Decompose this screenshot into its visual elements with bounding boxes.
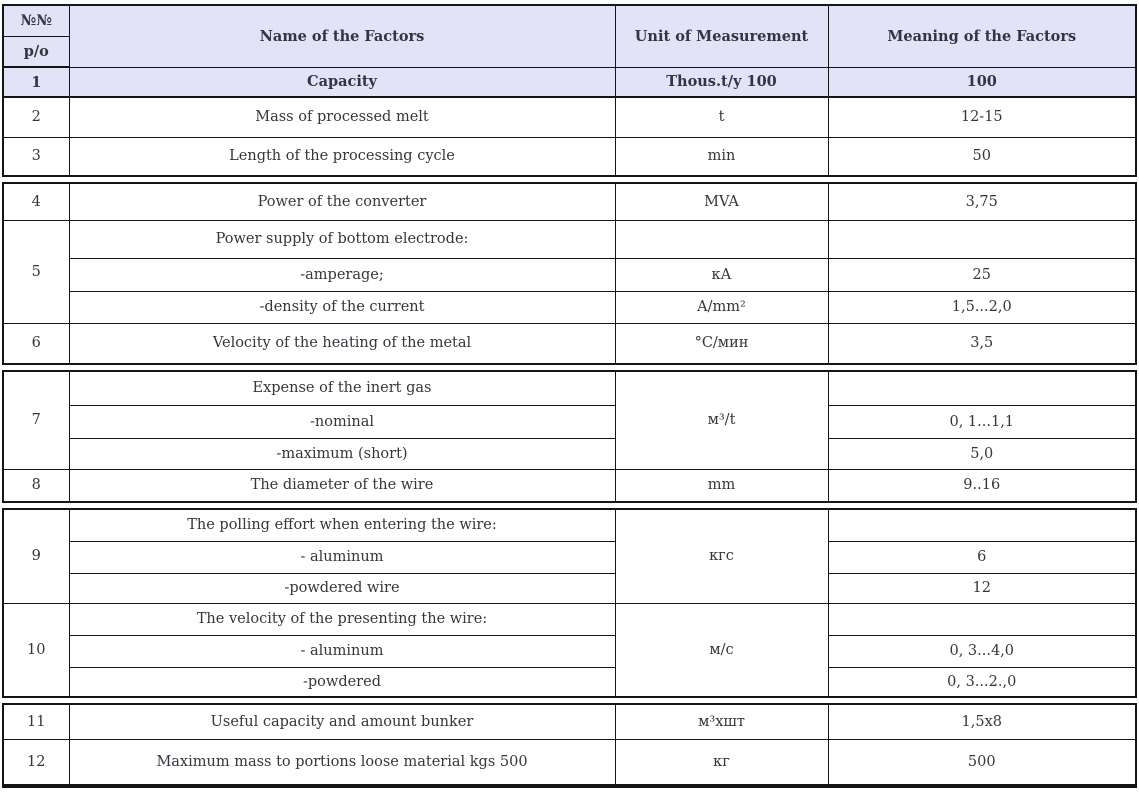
table-row: 6 Velocity of the heating of the metal °… — [2, 322, 1137, 365]
factor-name: Velocity of the heating of the metal — [68, 322, 616, 365]
factor-meaning: 1,5...2,0 — [827, 290, 1137, 324]
table-row: 12 Maximum mass to portions loose materi… — [2, 738, 1137, 787]
table-section-1: №№ Name of the Factors Unit of Measureme… — [2, 4, 1137, 177]
factor-meaning: 0, 3...4,0 — [827, 634, 1137, 668]
factor-unit: м³хшт — [614, 703, 829, 740]
factor-unit: A/mm² — [614, 290, 829, 324]
empty-cell — [827, 602, 1137, 636]
factor-name: Useful capacity and amount bunker — [68, 703, 616, 740]
header-no-bottom: p/o — [2, 35, 70, 68]
factor-meaning: 5,0 — [827, 437, 1137, 470]
table-row: 7 Expense of the inert gas м³/t — [2, 370, 1137, 470]
row-number: 1 — [2, 66, 70, 98]
row-number: 12 — [2, 738, 70, 787]
factor-name: The diameter of the wire — [68, 468, 616, 503]
factor-meaning: 50 — [827, 136, 1137, 177]
factor-name: Length of the processing cycle — [68, 136, 616, 177]
factor-name: -maximum (short) — [68, 437, 616, 470]
factor-meaning: 3,5 — [827, 322, 1137, 365]
factor-group-title: Expense of the inert gas — [68, 370, 616, 406]
factor-unit: MVA — [614, 182, 829, 221]
table-row: 10 The velocity of the presenting the wi… — [2, 602, 1137, 698]
factor-meaning: 500 — [827, 738, 1137, 787]
row-number: 4 — [2, 182, 70, 221]
table-row: - aluminum 0, 3...4,0 — [3, 634, 1137, 668]
row-number: 8 — [2, 468, 70, 503]
factor-meaning: 12-15 — [827, 96, 1137, 138]
row-number: 2 — [2, 96, 70, 138]
factor-meaning: 25 — [827, 257, 1137, 292]
empty-cell — [827, 508, 1137, 542]
factor-group-title: The polling effort when entering the wir… — [68, 508, 616, 542]
table-row: - aluminum 6 — [3, 540, 1137, 574]
factor-unit: mm — [614, 468, 829, 503]
table-row: 3 Length of the processing cycle min 50 — [2, 136, 1137, 177]
factor-name: Maximum mass to portions loose material … — [68, 738, 616, 787]
factor-meaning: 100 — [827, 66, 1137, 98]
row-number: 3 — [2, 136, 70, 177]
row-number: 11 — [2, 703, 70, 740]
table-section-2: 4 Power of the converter MVA 3,75 5 Powe… — [2, 182, 1137, 365]
factor-meaning: 6 — [827, 540, 1137, 574]
factor-meaning: 0, 1...1,1 — [827, 404, 1137, 439]
header-unit: Unit of Measurement — [614, 4, 829, 68]
factor-name: -nominal — [68, 404, 616, 439]
factor-unit: min — [614, 136, 829, 177]
table-row: 1 Capacity Thous.t/y 100 100 — [2, 66, 1137, 98]
factor-unit: кгс — [614, 508, 829, 604]
factor-name: -powdered — [68, 666, 616, 698]
factor-unit: Thous.t/y 100 — [614, 66, 829, 98]
table-row: 4 Power of the converter MVA 3,75 — [2, 182, 1137, 221]
factor-name: Power of the converter — [68, 182, 616, 221]
table-row: 5 Power supply of bottom electrode: — [2, 219, 1137, 324]
empty-cell — [827, 370, 1137, 406]
factor-group-title: Power supply of bottom electrode: — [68, 219, 616, 259]
factor-unit: м³/t — [614, 370, 829, 470]
table-row: 2 Mass of processed melt t 12-15 — [2, 96, 1137, 138]
factor-name: - aluminum — [68, 540, 616, 574]
table-row: -nominal 0, 1...1,1 — [3, 404, 1137, 439]
factor-unit: м/с — [614, 602, 829, 698]
factor-meaning: 0, 3...2.,0 — [827, 666, 1137, 698]
table-row: -maximum (short) 5,0 — [3, 437, 1137, 470]
table-section-4: 9 The polling effort when entering the w… — [2, 508, 1137, 698]
factor-unit: кг — [614, 738, 829, 787]
factor-unit: кА — [614, 257, 829, 292]
table-row: 8 The diameter of the wire mm 9..16 — [2, 468, 1137, 503]
factor-unit: °С/мин — [614, 322, 829, 365]
header-meaning: Meaning of the Factors — [827, 4, 1137, 68]
row-number: 7 — [2, 370, 70, 470]
table-section-5: 11 Useful capacity and amount bunker м³х… — [2, 703, 1137, 788]
row-number: 10 — [2, 602, 70, 698]
factor-name: - aluminum — [68, 634, 616, 668]
table-row: -powdered 0, 3...2.,0 — [3, 666, 1137, 698]
factor-meaning: 3,75 — [827, 182, 1137, 221]
factor-name: -density of the current — [68, 290, 616, 324]
row-number: 5 — [2, 219, 70, 324]
header-no-top: №№ — [2, 4, 70, 37]
row-number: 6 — [2, 322, 70, 365]
row-number: 9 — [2, 508, 70, 604]
factor-name: -powdered wire — [68, 572, 616, 604]
table-row: -powdered wire 12 — [3, 572, 1137, 604]
table-row: -density of the current A/mm² 1,5...2,0 — [3, 290, 1137, 324]
factor-name: -amperage; — [68, 257, 616, 292]
empty-cell — [827, 219, 1137, 259]
header-name: Name of the Factors — [68, 4, 616, 68]
factor-unit: t — [614, 96, 829, 138]
table-row: 11 Useful capacity and amount bunker м³х… — [2, 703, 1137, 740]
factor-meaning: 1,5x8 — [827, 703, 1137, 740]
factor-name: Capacity — [68, 66, 616, 98]
table-section-3: 7 Expense of the inert gas м³/t -nominal… — [2, 370, 1137, 503]
factor-meaning: 12 — [827, 572, 1137, 604]
table-row: -amperage; кА 25 — [3, 257, 1137, 292]
factor-group-title: The velocity of the presenting the wire: — [68, 602, 616, 636]
empty-cell — [614, 219, 829, 259]
table-row: 9 The polling effort when entering the w… — [2, 508, 1137, 604]
factor-meaning: 9..16 — [827, 468, 1137, 503]
factor-name: Mass of processed melt — [68, 96, 616, 138]
